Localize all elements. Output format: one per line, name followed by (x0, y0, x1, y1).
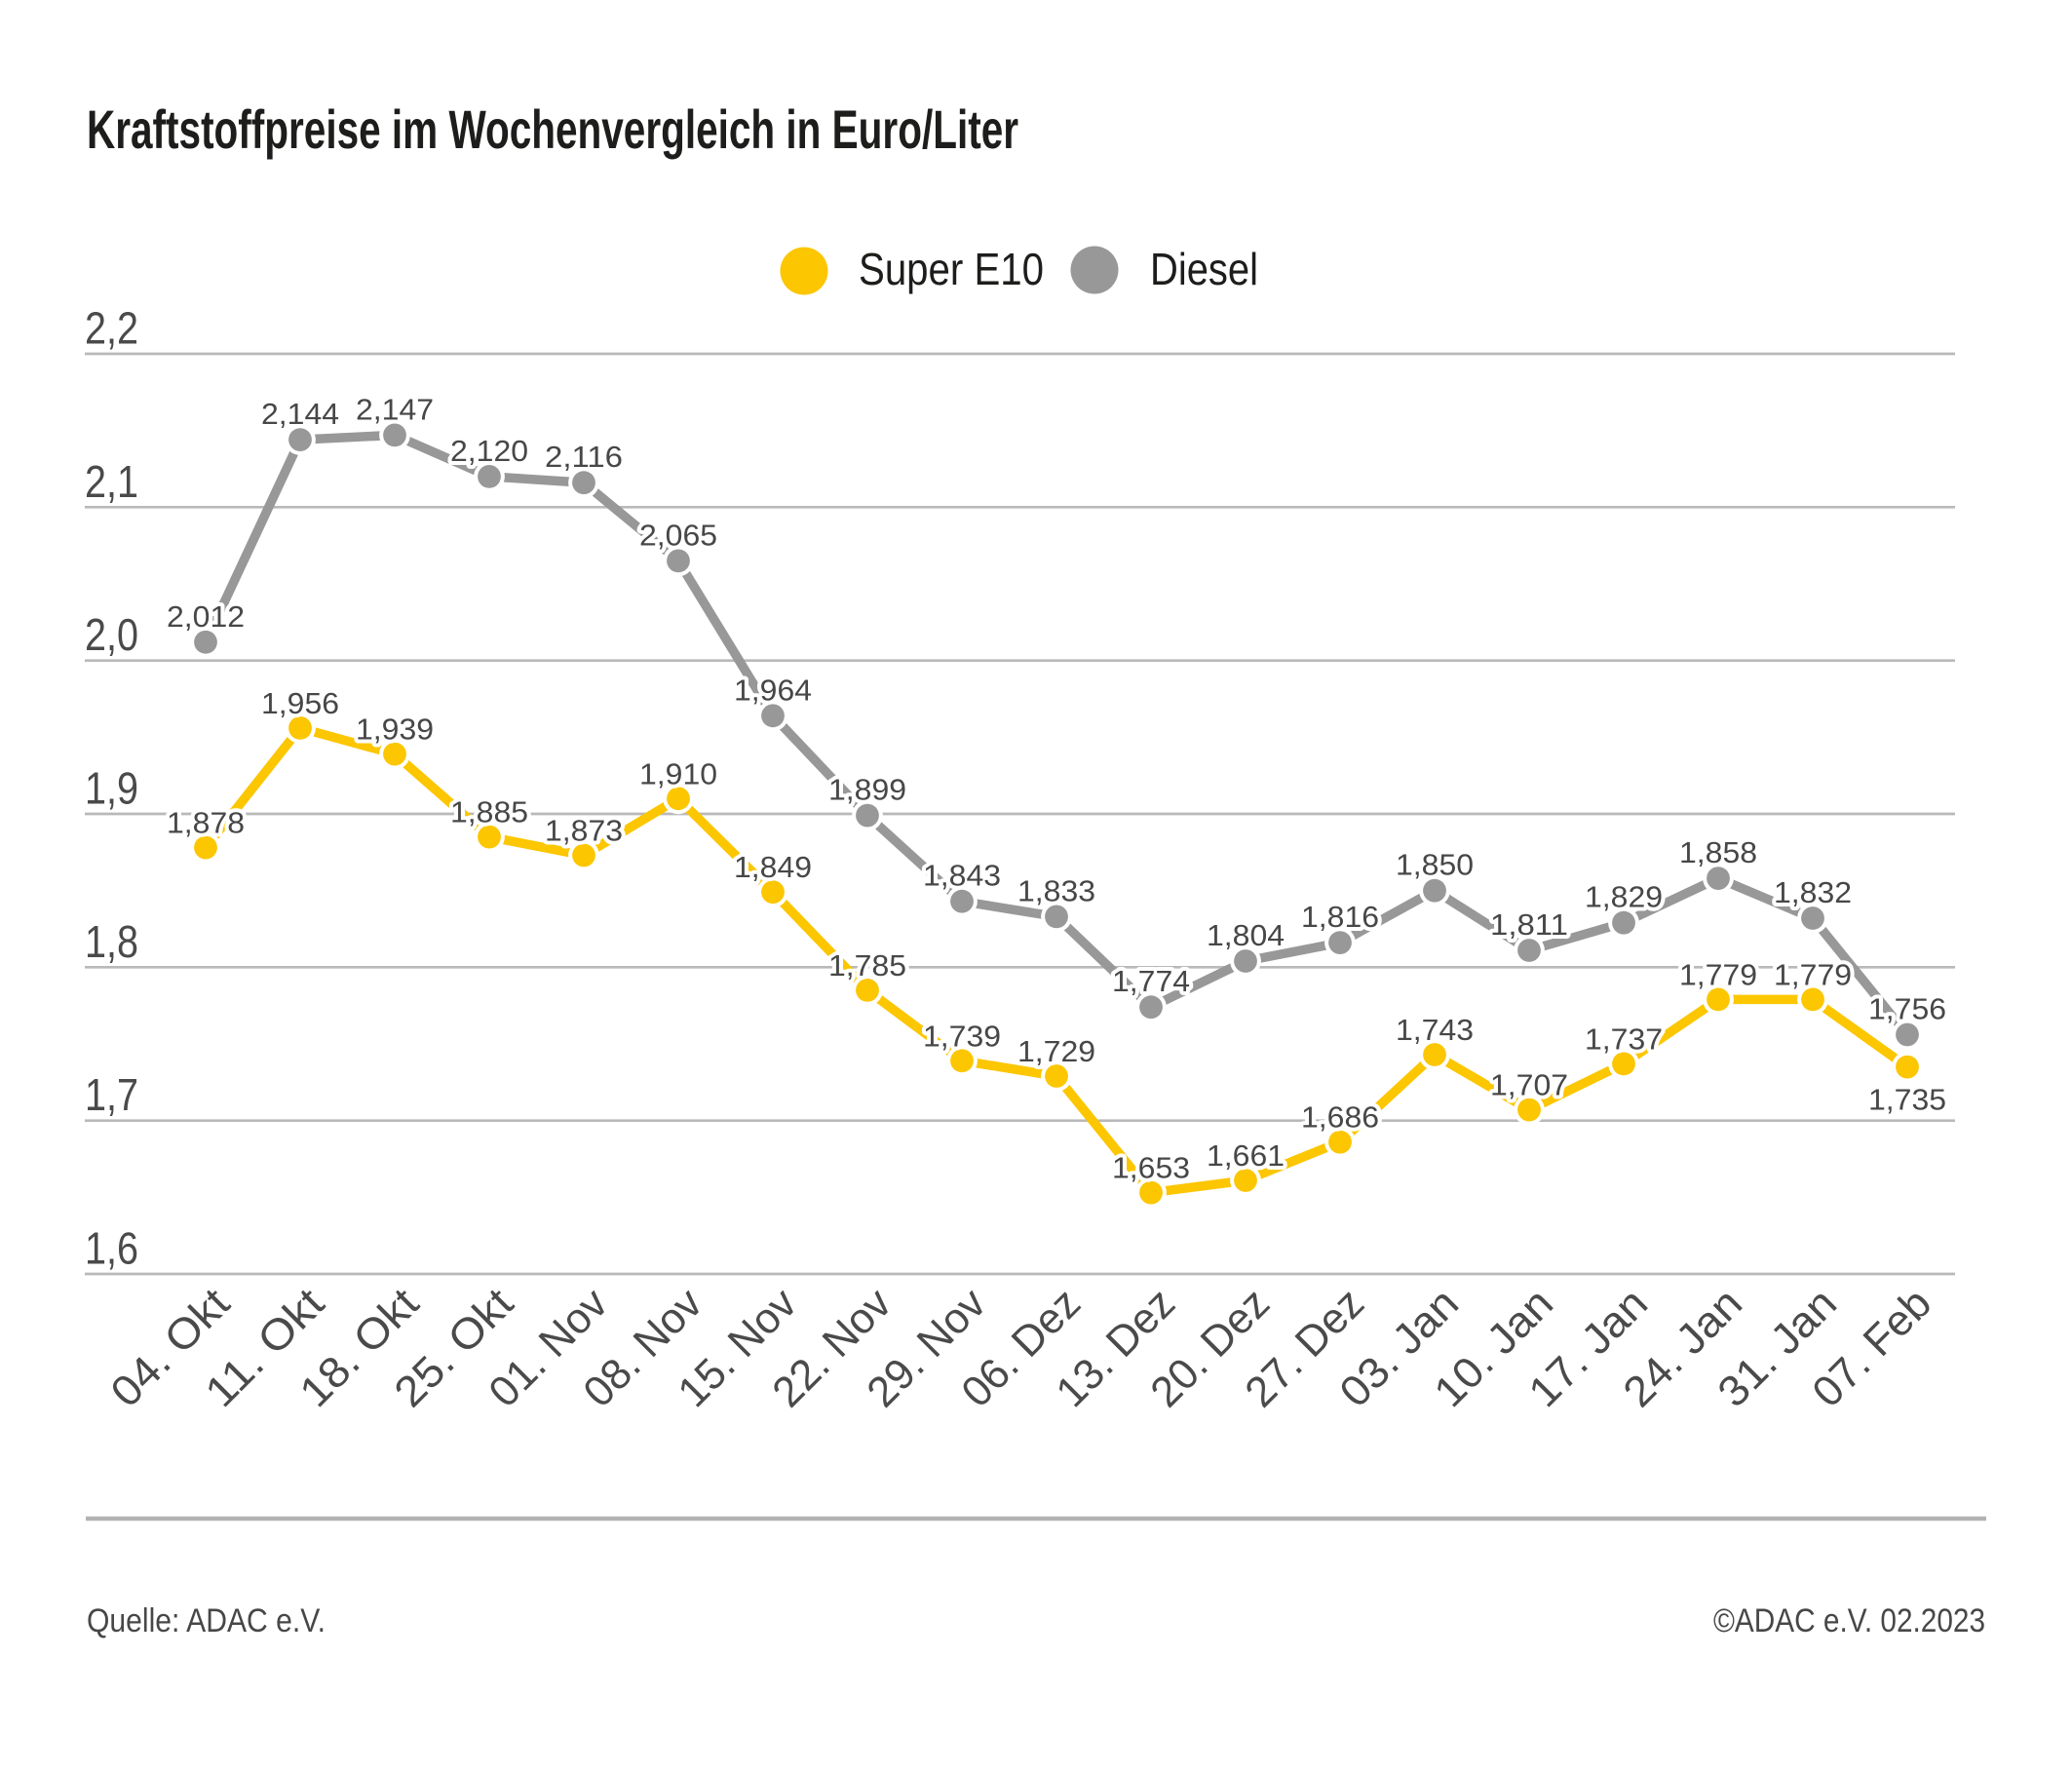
svg-text:1,858: 1,858 (1679, 835, 1757, 869)
svg-text:1,850: 1,850 (1396, 848, 1474, 882)
svg-text:1,873: 1,873 (545, 814, 623, 848)
svg-text:1,756: 1,756 (1868, 992, 1946, 1026)
svg-text:1,779: 1,779 (1679, 957, 1757, 991)
svg-text:1,737: 1,737 (1585, 1021, 1663, 1056)
svg-text:2,0: 2,0 (85, 609, 138, 660)
svg-text:Kraftstoffpreise im Wochenverg: Kraftstoffpreise im Wochenvergleich in E… (87, 98, 1018, 160)
svg-text:1,661: 1,661 (1207, 1138, 1285, 1173)
svg-text:1,829: 1,829 (1585, 880, 1663, 914)
svg-text:1,8: 1,8 (85, 916, 138, 967)
svg-text:Diesel: Diesel (1150, 244, 1258, 294)
svg-text:1,816: 1,816 (1301, 900, 1379, 934)
svg-text:1,849: 1,849 (734, 850, 812, 884)
svg-text:1,956: 1,956 (261, 686, 339, 720)
svg-text:2,1: 2,1 (85, 456, 138, 507)
svg-text:1,811: 1,811 (1490, 907, 1568, 942)
svg-text:2,012: 2,012 (167, 599, 245, 634)
svg-text:1,899: 1,899 (828, 773, 906, 807)
svg-text:1,804: 1,804 (1207, 918, 1285, 952)
svg-text:©ADAC e.V. 02.2023: ©ADAC e.V. 02.2023 (1713, 1602, 1985, 1639)
svg-text:1,707: 1,707 (1490, 1068, 1568, 1102)
svg-text:1,686: 1,686 (1301, 1100, 1379, 1135)
svg-text:1,964: 1,964 (734, 673, 812, 707)
svg-text:1,843: 1,843 (923, 859, 1001, 893)
svg-text:1,910: 1,910 (639, 756, 717, 790)
svg-text:2,144: 2,144 (261, 397, 339, 431)
svg-text:1,7: 1,7 (85, 1069, 138, 1120)
svg-text:2,2: 2,2 (85, 303, 138, 354)
svg-text:1,729: 1,729 (1017, 1034, 1095, 1068)
svg-text:1,743: 1,743 (1396, 1013, 1474, 1047)
svg-text:1,779: 1,779 (1774, 957, 1852, 991)
svg-text:1,735: 1,735 (1868, 1083, 1946, 1117)
svg-text:2,116: 2,116 (545, 440, 623, 474)
svg-text:1,878: 1,878 (167, 806, 245, 840)
svg-text:1,885: 1,885 (450, 795, 528, 829)
svg-text:1,833: 1,833 (1017, 873, 1095, 907)
svg-text:1,653: 1,653 (1112, 1151, 1190, 1185)
svg-text:2,065: 2,065 (639, 518, 717, 552)
svg-text:Super E10: Super E10 (859, 244, 1044, 294)
svg-text:1,739: 1,739 (923, 1019, 1001, 1053)
svg-text:1,939: 1,939 (356, 713, 434, 747)
svg-text:Quelle: ADAC e.V.: Quelle: ADAC e.V. (87, 1602, 326, 1639)
svg-text:1,832: 1,832 (1774, 875, 1852, 909)
svg-text:1,774: 1,774 (1112, 964, 1190, 998)
svg-text:2,120: 2,120 (450, 434, 528, 468)
svg-text:1,6: 1,6 (85, 1223, 138, 1274)
svg-text:2,147: 2,147 (356, 392, 434, 426)
svg-text:1,785: 1,785 (828, 948, 906, 983)
svg-text:1,9: 1,9 (85, 763, 138, 814)
